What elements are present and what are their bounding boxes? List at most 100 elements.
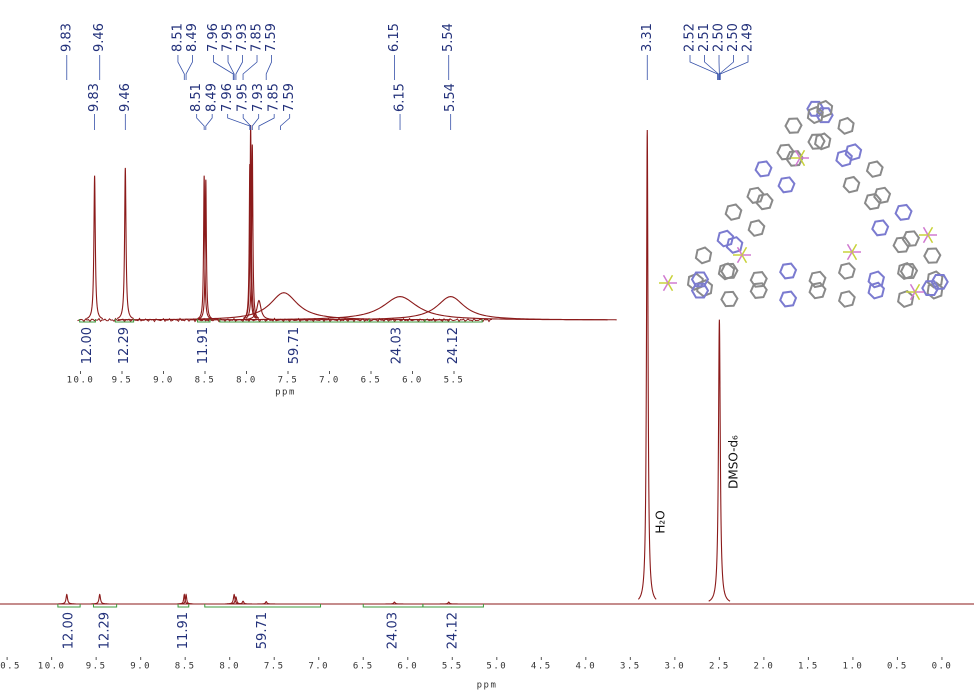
annotation: DMSO-d₆ — [727, 435, 741, 489]
integral-label: 24.12 — [446, 327, 461, 364]
x-tick-label: 10.0 — [67, 376, 95, 386]
anion — [852, 244, 857, 252]
anion — [928, 227, 933, 235]
peak-label: 3.31 — [640, 23, 655, 52]
ring — [896, 205, 912, 220]
peak-connector — [690, 55, 718, 80]
peak-label: 7.95 — [236, 83, 251, 112]
ring — [928, 283, 943, 299]
x-tick-label: 8.5 — [195, 376, 216, 386]
x-tick-label: 5.0 — [486, 662, 507, 672]
integral-label: 12.29 — [117, 327, 132, 364]
anion — [928, 235, 933, 243]
x-tick-label: 1.0 — [843, 662, 864, 672]
peak-label: 6.15 — [393, 83, 408, 112]
peak-connector — [197, 114, 204, 130]
molecule — [659, 101, 948, 307]
peak-label: 7.85 — [267, 83, 282, 112]
peak — [86, 176, 103, 319]
integral-label: 12.00 — [80, 327, 95, 364]
integral-label: 12.29 — [98, 612, 113, 649]
integral-label: 24.03 — [390, 327, 405, 364]
x-tick-label: 8.0 — [219, 662, 240, 672]
integral-label: 12.00 — [62, 612, 77, 649]
x-tick-label: 9.5 — [112, 376, 133, 386]
annotation: H₂O — [654, 510, 668, 533]
x-tick-label: 9.5 — [86, 662, 107, 672]
integral-label: 24.12 — [446, 612, 461, 649]
anion — [852, 252, 857, 260]
anion — [915, 292, 920, 300]
x-tick-label: 2.5 — [709, 662, 730, 672]
x-tick-label: 5.5 — [442, 662, 463, 672]
ring — [756, 162, 772, 177]
ring — [810, 283, 826, 298]
integral-label: 59.71 — [287, 327, 302, 364]
ring — [780, 292, 796, 307]
peak-label: 7.93 — [235, 23, 250, 52]
x-tick-label: 2.0 — [754, 662, 775, 672]
peak-label: 9.46 — [92, 23, 107, 52]
x-axis-label: ppm — [477, 681, 498, 691]
anion — [848, 252, 853, 260]
peak-label: 9.83 — [59, 23, 74, 52]
anion — [924, 235, 929, 243]
peak-connector — [243, 55, 257, 80]
integral-label: 59.71 — [255, 612, 270, 649]
peak-label: 8.51 — [189, 83, 204, 112]
x-tick-label: 4.0 — [575, 662, 596, 672]
peak-label: 7.59 — [264, 23, 279, 52]
anion — [668, 283, 673, 291]
anion — [664, 275, 669, 283]
peak-connector — [266, 55, 271, 80]
peak — [117, 168, 134, 319]
ring — [815, 134, 830, 150]
ring — [839, 118, 854, 134]
ring — [721, 292, 737, 306]
peak-label: 7.85 — [250, 23, 265, 52]
peak-label: 2.51 — [697, 23, 712, 52]
x-tick-label: 0.0 — [932, 662, 953, 672]
x-tick-label: 8.5 — [175, 662, 196, 672]
x-tick-label: 8.0 — [236, 376, 257, 386]
anion — [915, 284, 920, 292]
peak-label: 8.49 — [185, 23, 200, 52]
x-tick-label: 6.0 — [402, 376, 423, 386]
peak-label: 2.52 — [683, 23, 698, 52]
peak-label: 9.83 — [87, 83, 102, 112]
integral-label: 24.03 — [386, 612, 401, 649]
peak — [58, 595, 76, 604]
peak-label: 7.95 — [221, 23, 236, 52]
x-tick-label: 9.0 — [130, 662, 151, 672]
ring — [779, 177, 795, 192]
ring — [924, 249, 940, 263]
x-tick-label: 3.5 — [620, 662, 641, 672]
peak-connector — [281, 114, 290, 130]
anion — [668, 275, 673, 283]
ring — [839, 291, 855, 306]
x-tick-label: 6.5 — [353, 662, 374, 672]
anion — [911, 284, 916, 292]
peak-label: 5.54 — [441, 23, 456, 52]
peak-label: 8.51 — [170, 23, 185, 52]
anion — [742, 255, 747, 263]
peak — [91, 595, 109, 604]
ring — [869, 283, 884, 299]
anion — [738, 255, 743, 263]
x-axis-label: ppm — [275, 388, 296, 398]
x-tick-label: 6.0 — [397, 662, 418, 672]
x-tick-label: 7.0 — [319, 376, 340, 386]
x-tick-label: 7.0 — [308, 662, 329, 672]
x-tick-label: 10.0 — [38, 662, 66, 672]
peak-connector — [206, 114, 212, 130]
peak-label: 9.46 — [118, 83, 133, 112]
peak-connector — [236, 55, 243, 80]
ring — [901, 264, 917, 278]
peak-connector — [178, 55, 184, 80]
peak-connector — [705, 55, 719, 80]
anion — [742, 247, 747, 255]
peak-label: 7.59 — [282, 83, 297, 112]
anion — [848, 244, 853, 252]
ring — [786, 119, 802, 133]
x-tick-label: 9.0 — [153, 376, 174, 386]
